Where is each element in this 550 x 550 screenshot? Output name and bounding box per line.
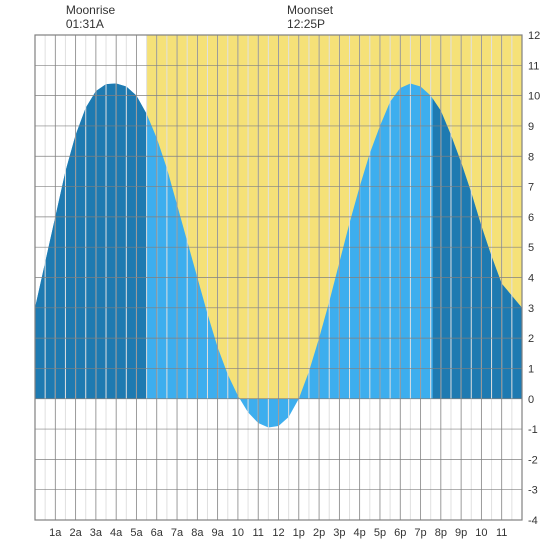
moon-event-name: Moonset xyxy=(287,3,334,17)
x-tick-label: 8p xyxy=(435,527,447,539)
y-tick-label: 6 xyxy=(528,212,534,224)
y-tick-label: 10 xyxy=(528,91,540,103)
x-tick-label: 6p xyxy=(394,527,406,539)
x-tick-label: 4a xyxy=(110,527,123,539)
y-tick-label: -2 xyxy=(528,454,538,466)
y-tick-label: 5 xyxy=(528,242,534,254)
x-tick-label: 3p xyxy=(333,527,345,539)
y-tick-label: 2 xyxy=(528,333,534,345)
x-tick-label: 2p xyxy=(313,527,325,539)
x-tick-label: 9a xyxy=(212,527,225,539)
x-tick-label: 10 xyxy=(232,527,244,539)
x-tick-label: 10 xyxy=(475,527,487,539)
y-tick-label: 4 xyxy=(528,273,534,285)
tide-chart: -4-3-2-101234567891011121a2a3a4a5a6a7a8a… xyxy=(0,0,550,550)
x-tick-label: 3a xyxy=(90,527,103,539)
x-tick-label: 12 xyxy=(272,527,284,539)
moon-event-name: Moonrise xyxy=(66,3,116,17)
x-tick-label: 11 xyxy=(252,527,263,539)
y-tick-label: 9 xyxy=(528,121,534,133)
y-tick-label: 1 xyxy=(528,363,534,375)
x-tick-label: 1a xyxy=(49,527,62,539)
x-tick-label: 9p xyxy=(455,527,467,539)
x-tick-label: 5a xyxy=(130,527,143,539)
moon-event-time: 01:31A xyxy=(66,17,104,31)
y-tick-label: 3 xyxy=(528,303,534,315)
x-tick-label: 7a xyxy=(171,527,184,539)
x-tick-label: 6a xyxy=(151,527,164,539)
y-tick-label: 12 xyxy=(528,30,540,42)
y-tick-label: -4 xyxy=(528,515,538,527)
y-tick-label: 8 xyxy=(528,151,534,163)
x-tick-label: 1p xyxy=(293,527,305,539)
x-tick-label: 2a xyxy=(69,527,82,539)
x-tick-label: 7p xyxy=(414,527,426,539)
y-tick-label: 7 xyxy=(528,182,534,194)
x-tick-label: 11 xyxy=(496,527,507,539)
x-tick-label: 8a xyxy=(191,527,204,539)
y-tick-label: 0 xyxy=(528,394,534,406)
moon-event-time: 12:25P xyxy=(287,17,325,31)
y-tick-label: 11 xyxy=(528,60,539,72)
x-tick-label: 5p xyxy=(374,527,386,539)
y-tick-label: -1 xyxy=(528,424,538,436)
y-tick-label: -3 xyxy=(528,485,538,497)
x-tick-label: 4p xyxy=(354,527,366,539)
